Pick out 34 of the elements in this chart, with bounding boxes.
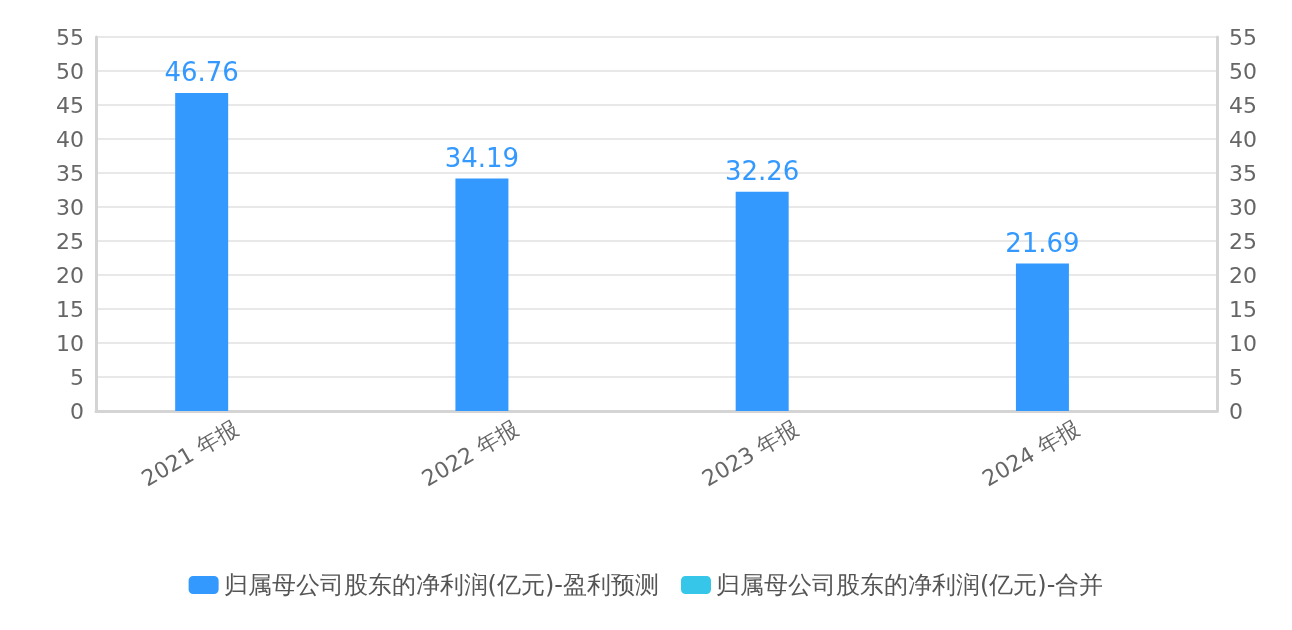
- bar: [175, 93, 229, 411]
- legend-label: 归属母公司股东的净利润(亿元)-盈利预测: [223, 571, 659, 599]
- y-tick-label: 20: [56, 262, 84, 288]
- y2-tick-label: 10: [1229, 330, 1257, 356]
- data-label: 46.76: [164, 57, 239, 88]
- y-tick-label: 10: [56, 330, 84, 356]
- y-tick-label: 30: [56, 194, 84, 220]
- y-tick-label: 0: [70, 398, 84, 424]
- y2-tick-label: 15: [1229, 296, 1257, 322]
- bar: [735, 191, 789, 411]
- y-tick-label: 25: [56, 228, 84, 254]
- y2-tick-label: 45: [1229, 92, 1257, 118]
- y2-tick-label: 35: [1229, 160, 1257, 186]
- bar: [455, 178, 509, 411]
- y-tick-label: 35: [56, 160, 84, 186]
- y2-tick-label: 50: [1229, 58, 1257, 84]
- y-tick-label: 40: [56, 126, 84, 152]
- y2-tick-label: 30: [1229, 194, 1257, 220]
- y-tick-label: 5: [70, 364, 84, 390]
- bar: [1015, 263, 1069, 411]
- y-tick-label: 50: [56, 58, 84, 84]
- y-tick-label: 55: [56, 24, 84, 50]
- data-label: 32.26: [724, 155, 800, 186]
- data-label: 34.19: [444, 142, 520, 173]
- y2-tick-label: 20: [1229, 262, 1257, 288]
- y-tick-label: 15: [56, 296, 84, 322]
- y-tick-label: 45: [56, 92, 84, 118]
- legend-label: 归属母公司股东的净利润(亿元)-合并: [716, 571, 1104, 599]
- y2-tick-label: 0: [1229, 398, 1243, 424]
- data-label: 21.69: [1005, 227, 1080, 258]
- y2-tick-label: 40: [1229, 126, 1257, 152]
- y2-tick-label: 25: [1229, 228, 1257, 254]
- y2-tick-label: 55: [1229, 24, 1257, 50]
- y2-tick-label: 5: [1229, 364, 1243, 390]
